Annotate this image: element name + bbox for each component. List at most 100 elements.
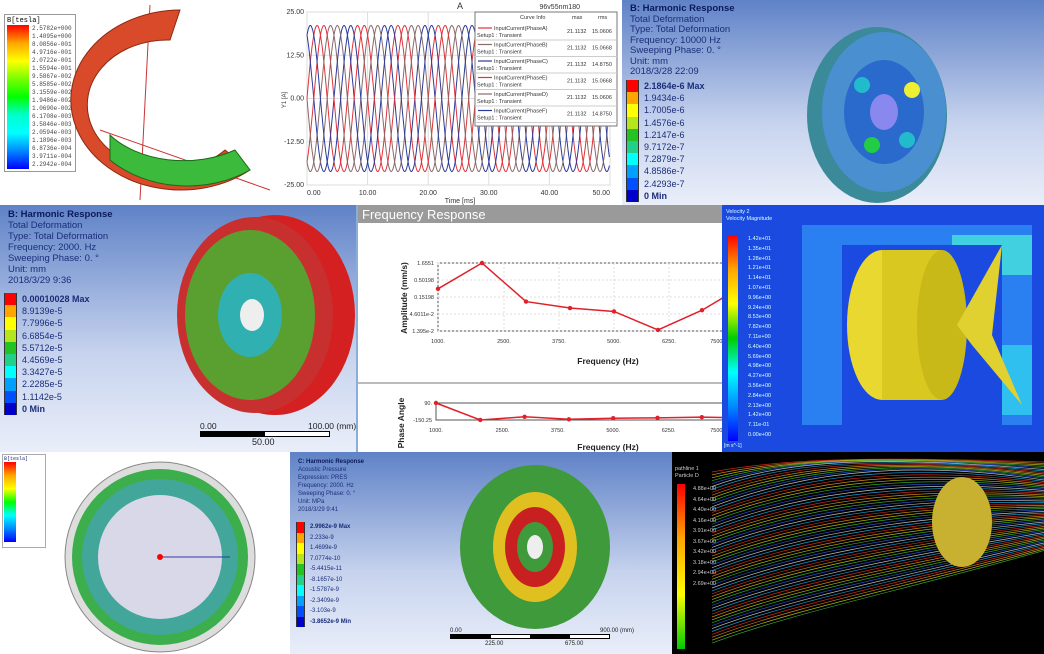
legend-title: Velocity 2 [726, 209, 750, 215]
pathline [711, 469, 1044, 508]
deformation-legend: 0.00010028 Max 8.9139e-5 7.7996e-5 6.6854e-… [4, 293, 90, 415]
legend-label: 4.16e+00 [693, 517, 717, 524]
legend-entry: 1.4699e-9 [296, 543, 351, 554]
legend-swatch [626, 116, 639, 129]
legend-entry: 6.6854e-5 [4, 329, 90, 342]
data-point [699, 308, 705, 313]
data-point [523, 299, 529, 304]
acoustic-pressure-panel: C: Harmonic Response Acoustic Pressure Ex… [290, 452, 672, 654]
legend-label: 4.64e+00 [693, 496, 717, 503]
legend-swatch [4, 305, 17, 318]
legend-max: 21.1132 [567, 29, 586, 35]
legend-entry: 2.4293e-7 [626, 177, 705, 190]
scale-end: 100.00 (mm) [308, 421, 356, 431]
info-line: Acoustic Pressure [298, 467, 347, 473]
legend-label: 2.69e+00 [693, 580, 717, 587]
panel-header: Frequency Response [358, 205, 722, 223]
legend-label: 1.2147e-6 [644, 129, 685, 140]
scale-end: 900.00 (mm) [600, 628, 635, 634]
legend-entry: 2.9962e-9 Max [296, 522, 351, 533]
color-bar [4, 462, 16, 542]
legend-name: InputCurrent(PhaseD) [494, 92, 548, 98]
legend-swatch [626, 92, 639, 105]
legend-name: InputCurrent(PhaseF) [494, 109, 547, 115]
legend-label: 6.8736e-004 [32, 145, 72, 152]
legend-setup: Setup1 : Transient [477, 66, 522, 72]
pathline [711, 481, 1044, 522]
pathline [711, 544, 1044, 632]
info-line: Type: Total Deformation [8, 231, 109, 242]
chart-title: A [457, 1, 463, 11]
info-line: 2018/3/28 22:09 [630, 66, 699, 77]
pathline [711, 490, 1044, 534]
legend-label: -8.1657e-10 [310, 576, 343, 583]
legend-label: 4.88e+00 [693, 486, 717, 492]
legend-swatch [296, 543, 305, 554]
pathline [711, 461, 1044, 487]
pathline [711, 464, 1044, 496]
legend-entry: 4.8586e-7 [626, 165, 705, 178]
legend-label: 2.84e+00 [748, 392, 772, 399]
legend-label: 1.4095e+000 [32, 33, 72, 40]
color-bar [677, 484, 685, 649]
data-point [566, 417, 572, 422]
legend-label: 2.0594e-003 [32, 129, 72, 136]
result-title: B: Harmonic Response [8, 209, 113, 220]
info-line: Unit: MPa [298, 499, 325, 505]
data-point [522, 414, 527, 419]
y-tick-label: -12.50 [284, 139, 304, 146]
data-point [478, 417, 483, 423]
x-tick-label: 0.00 [307, 190, 321, 197]
series-line [437, 262, 722, 331]
legend-label: 1.42e+01 [748, 236, 772, 242]
legend-variable: Particle D [675, 473, 699, 479]
data-point [479, 260, 485, 266]
info-line: Total Deformation [630, 13, 705, 25]
legend-label: -3.8652e-9 Min [310, 618, 352, 625]
legend-entry: 8.9139e-5 [4, 305, 90, 318]
legend-label: 6.40e+00 [748, 343, 772, 350]
legend-entry: 1.2147e-6 [626, 128, 705, 141]
legend-label: 2.94e+00 [693, 570, 717, 576]
legend-name: InputCurrent(PhaseA) [494, 26, 548, 32]
legend-entry: -8.1657e-10 [296, 574, 351, 585]
legend-entry: 1.4576e-6 [626, 116, 705, 129]
info-line: Unit: mm [630, 55, 668, 67]
x-tick-label: 1000. [429, 428, 443, 434]
legend-label: 7.82e+00 [748, 324, 772, 331]
scale-mid: 50.00 [252, 437, 275, 447]
legend-swatch [4, 390, 17, 403]
data-point [611, 309, 617, 314]
legend-label: 3.9711e-004 [32, 153, 72, 160]
result-info: B: Harmonic Response Total Deformation Ty… [8, 209, 113, 286]
legend-swatch [296, 616, 305, 627]
legend-swatch [296, 522, 305, 533]
legend-swatch [296, 532, 305, 543]
legend-entry: 7.0774e-10 [296, 553, 351, 564]
legend-label: 3.1559e-002 [32, 89, 72, 96]
legend-label: 4.98e+00 [748, 363, 772, 370]
legend-label: 1.35e+01 [748, 245, 772, 252]
result-info: C: Harmonic Response Acoustic Pressure Ex… [298, 458, 364, 514]
legend-swatch [296, 585, 305, 596]
legend-label: 5.8585e-002 [32, 81, 72, 88]
legend-entry: -1.5787e-9 [296, 585, 351, 596]
pathline [711, 463, 1044, 493]
legend-label: 7.0774e-10 [310, 555, 341, 562]
info-line: Sweeping Phase: 0. ° [630, 45, 721, 56]
legend-label: 2.9962e-9 Max [310, 524, 351, 531]
x-tick-label: 5000. [606, 428, 620, 434]
pressure-legend: 2.9962e-9 Max 2.233e-9 1.4699e-9 7.0774e-10… [296, 522, 351, 627]
fan-model [802, 225, 1032, 425]
pathline [711, 541, 1044, 627]
disc-model [460, 465, 610, 629]
legend: Curve Info max rmsInputCurrent(PhaseA)Setu… [474, 11, 618, 127]
harmonic-response-panel-1: B: Harmonic Response Total Deformation Ty… [622, 0, 1044, 205]
legend-name: InputCurrent(PhaseB) [494, 43, 548, 49]
legend-label: 4.8586e-7 [644, 166, 685, 177]
legend-entry: 2.233e-9 [296, 532, 351, 543]
legend-setup: Setup1 : Transient [477, 50, 522, 56]
legend-setup: Setup1 : Transient [477, 116, 522, 122]
pathline [711, 459, 1044, 479]
legend-entry: 1.9434e-6 [626, 92, 705, 105]
